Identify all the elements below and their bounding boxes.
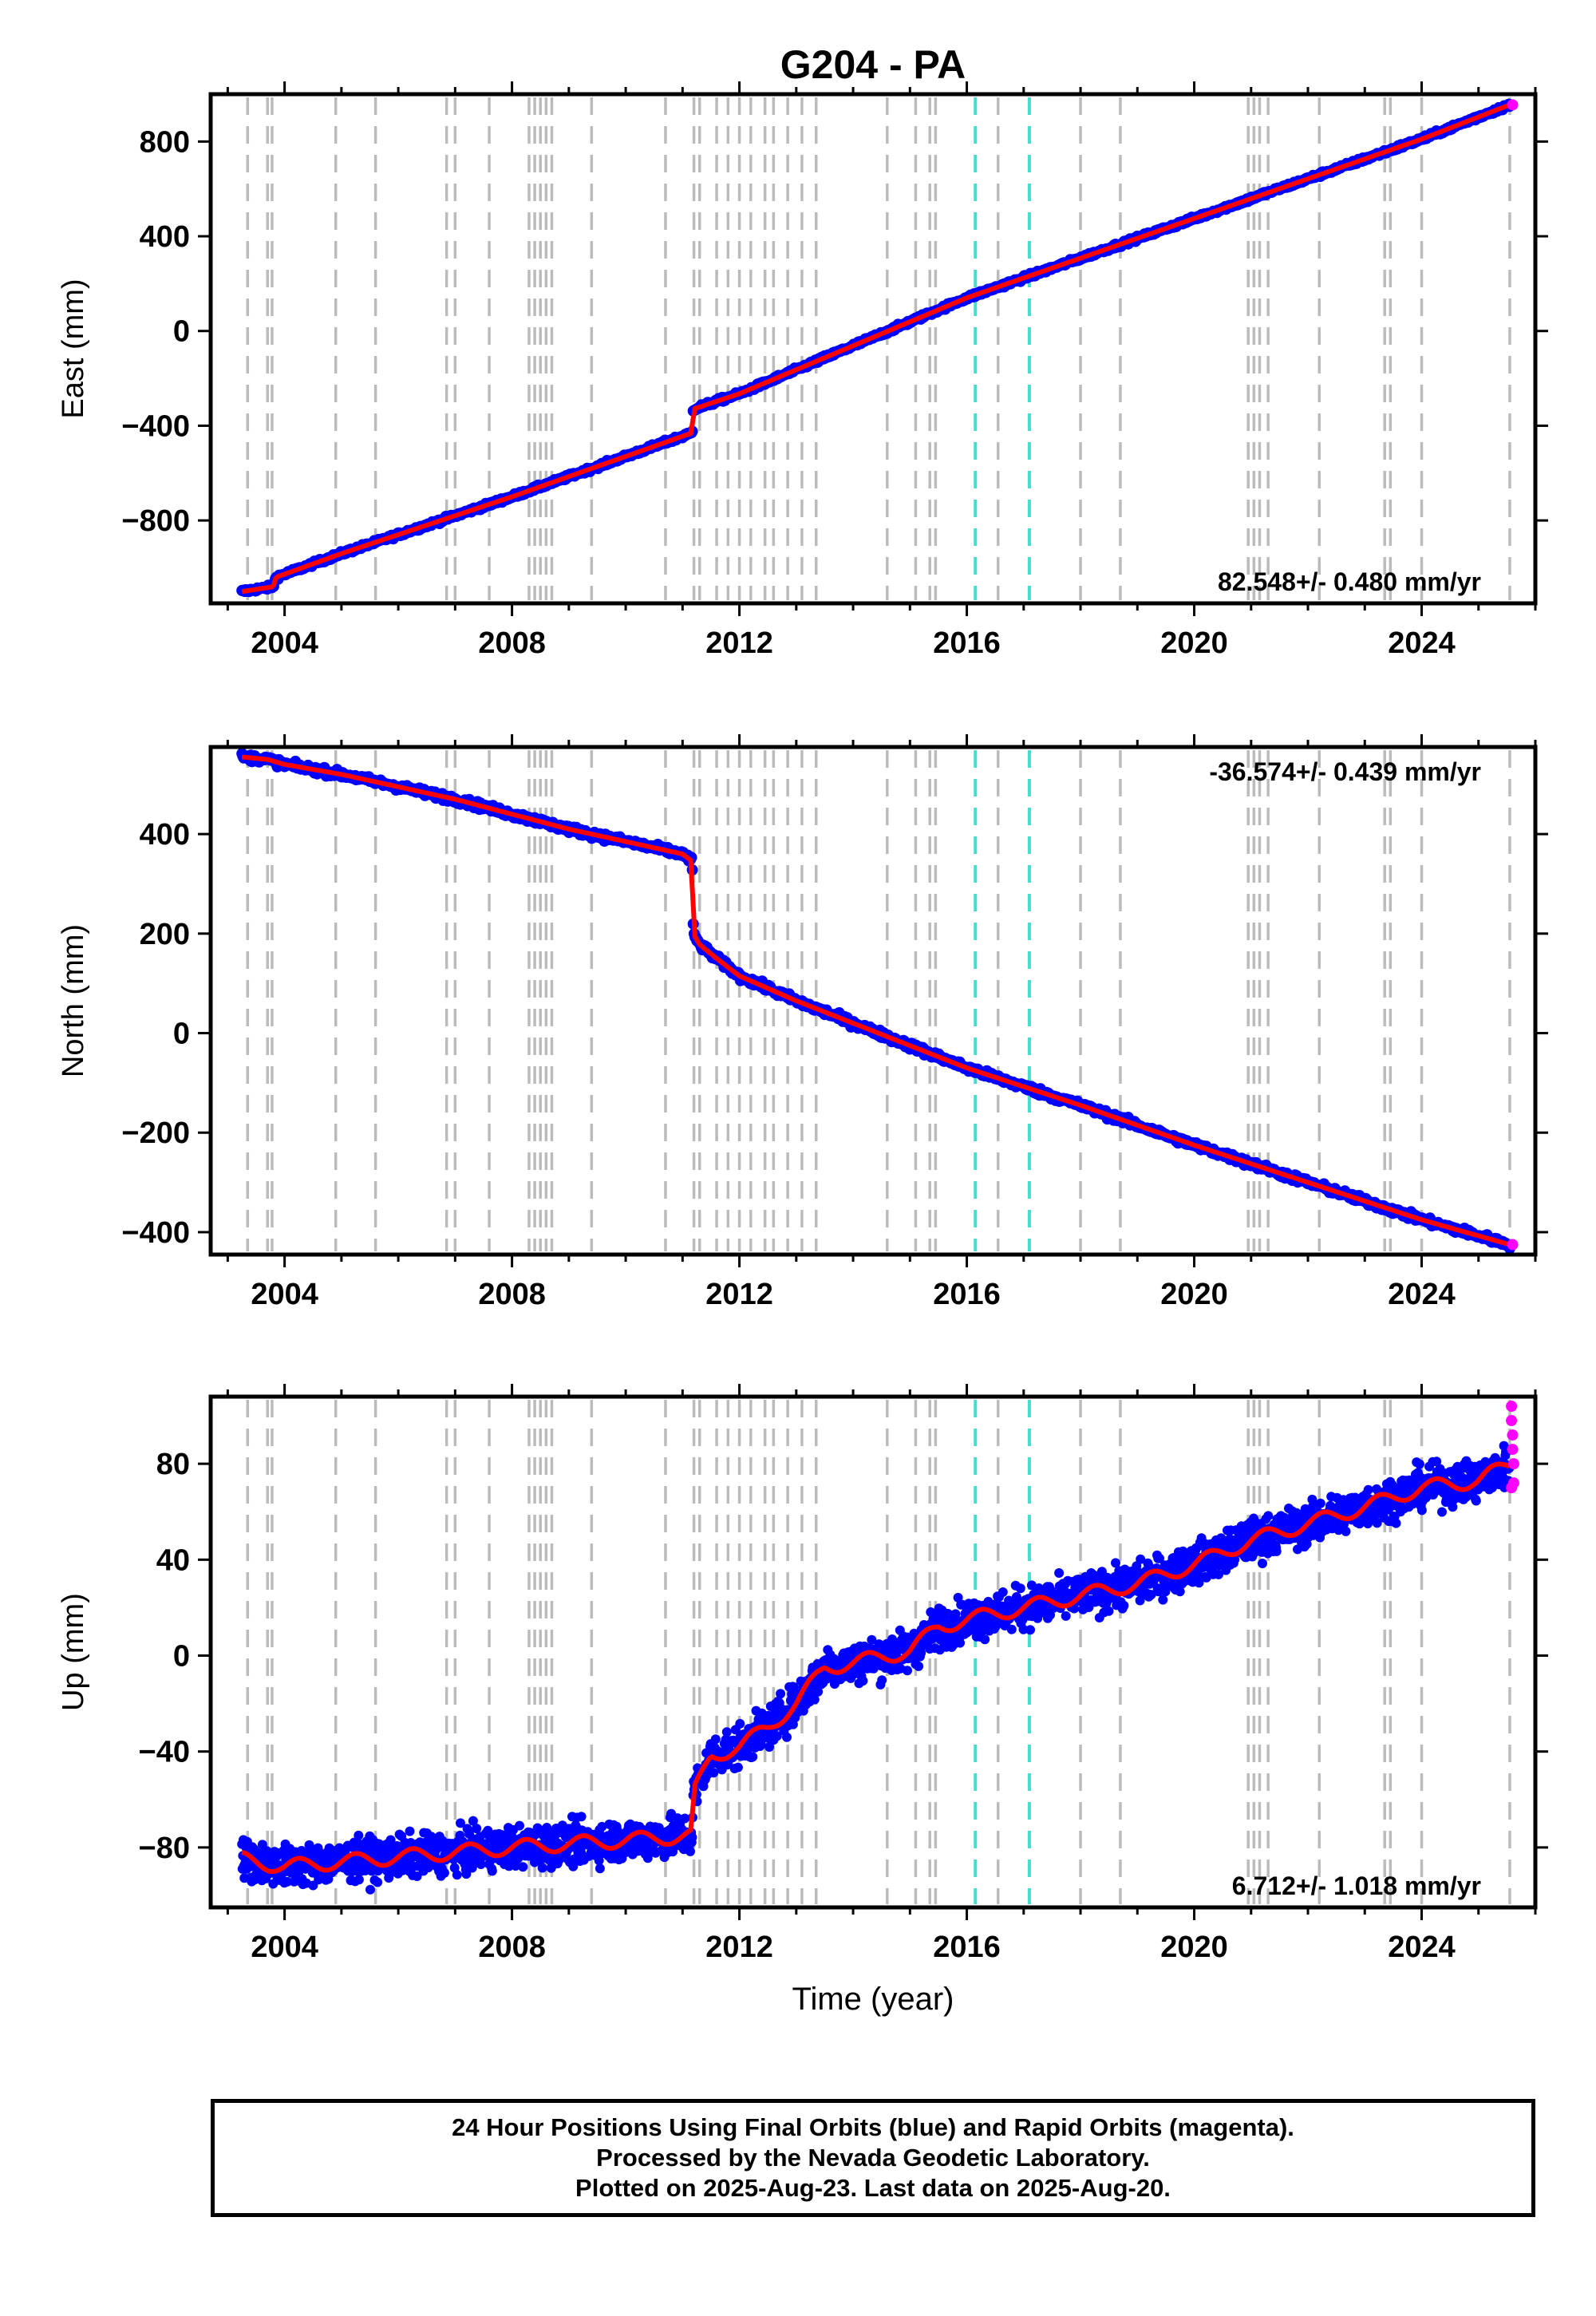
data-point — [487, 1866, 497, 1876]
data-point — [710, 1734, 721, 1745]
data-point — [735, 1718, 745, 1729]
data-point — [1054, 1568, 1065, 1578]
data-point — [1119, 1600, 1129, 1611]
data-point — [595, 1863, 605, 1874]
y-tick-label: −400 — [121, 409, 190, 443]
data-point — [515, 1820, 524, 1831]
data-point — [354, 1830, 364, 1840]
data-point — [916, 1648, 926, 1658]
x-tick-label: 2024 — [1388, 1278, 1456, 1311]
x-tick-label: 2008 — [478, 626, 546, 660]
data-point — [1015, 1583, 1025, 1594]
panel-1: 2004 2008 2012 2016 2020 2024 −800 −400 0 400 800 E… — [57, 81, 1548, 660]
y-tick-label: −400 — [121, 1216, 190, 1250]
x-tick-label: 2016 — [933, 1278, 1001, 1311]
x-tick-label: 2008 — [478, 1278, 546, 1311]
x-tick-label: 2020 — [1160, 626, 1228, 660]
data-point — [776, 1689, 786, 1699]
data-point — [439, 1867, 449, 1878]
data-point — [980, 1634, 990, 1645]
data-point — [354, 1875, 364, 1885]
y-tick-label: −200 — [121, 1117, 190, 1150]
data-point — [877, 1675, 887, 1686]
data-point — [709, 1768, 719, 1778]
y-tick-label: 800 — [140, 125, 190, 159]
x-tick-label: 2004 — [251, 1278, 318, 1311]
model-line — [241, 754, 1511, 1247]
rapid-orbit-point — [1507, 99, 1519, 111]
data-point — [476, 1860, 486, 1869]
y-tick-label: 400 — [140, 220, 190, 254]
data-point — [365, 1884, 375, 1895]
velocity-rate-label: -36.574+/- 0.439 mm/yr — [1209, 757, 1481, 786]
final-orbit-points — [236, 748, 1515, 1255]
data-point — [1025, 1625, 1035, 1635]
data-point — [748, 1752, 758, 1762]
panel-2: 2004 2008 2012 2016 2020 2024 −400 −200 0 200 400 N… — [57, 734, 1548, 1311]
data-point — [518, 1862, 528, 1872]
y-tick-label: 400 — [140, 818, 190, 852]
data-point — [858, 1676, 868, 1686]
data-point — [405, 1826, 415, 1836]
data-point — [914, 1661, 924, 1671]
data-point — [685, 1846, 695, 1856]
y-axis-label: North (mm) — [57, 924, 90, 1077]
data-point — [998, 1587, 1008, 1597]
final-orbit-points — [237, 1441, 1515, 1895]
y-tick-label: −800 — [121, 504, 190, 538]
data-point — [733, 1762, 743, 1773]
x-tick-label: 2012 — [705, 1278, 773, 1311]
x-tick-label: 2004 — [251, 626, 318, 660]
data-point — [452, 1870, 462, 1880]
data-point — [1006, 1624, 1017, 1634]
plot-frame — [208, 92, 1538, 606]
data-point — [373, 1877, 383, 1887]
data-point — [782, 1732, 792, 1742]
x-tick-label: 2024 — [1388, 626, 1456, 660]
data-point — [903, 1666, 912, 1676]
y-tick-label: 0 — [173, 315, 190, 349]
y-tick-label: 0 — [173, 1018, 190, 1051]
data-point — [1061, 1611, 1071, 1621]
data-point — [1158, 1595, 1168, 1605]
data-point — [642, 1853, 653, 1863]
x-tick-label: 2016 — [933, 626, 1001, 660]
data-point — [537, 1863, 547, 1873]
data-point — [1104, 1606, 1114, 1616]
figure-title: G204 - PA — [780, 42, 966, 87]
y-tick-label: 200 — [140, 918, 190, 951]
velocity-rate-label: 82.548+/- 0.480 mm/yr — [1218, 567, 1481, 596]
x-tick-label: 2020 — [1160, 1278, 1228, 1311]
x-tick-label: 2012 — [705, 626, 773, 660]
data-point — [990, 1622, 1001, 1632]
model-line — [241, 102, 1511, 595]
data-point — [576, 1812, 587, 1822]
y-axis-label: East (mm) — [57, 279, 90, 418]
rapid-orbit-point — [1507, 1239, 1519, 1251]
plot-frame — [208, 745, 1538, 1257]
data-point — [721, 1727, 732, 1737]
